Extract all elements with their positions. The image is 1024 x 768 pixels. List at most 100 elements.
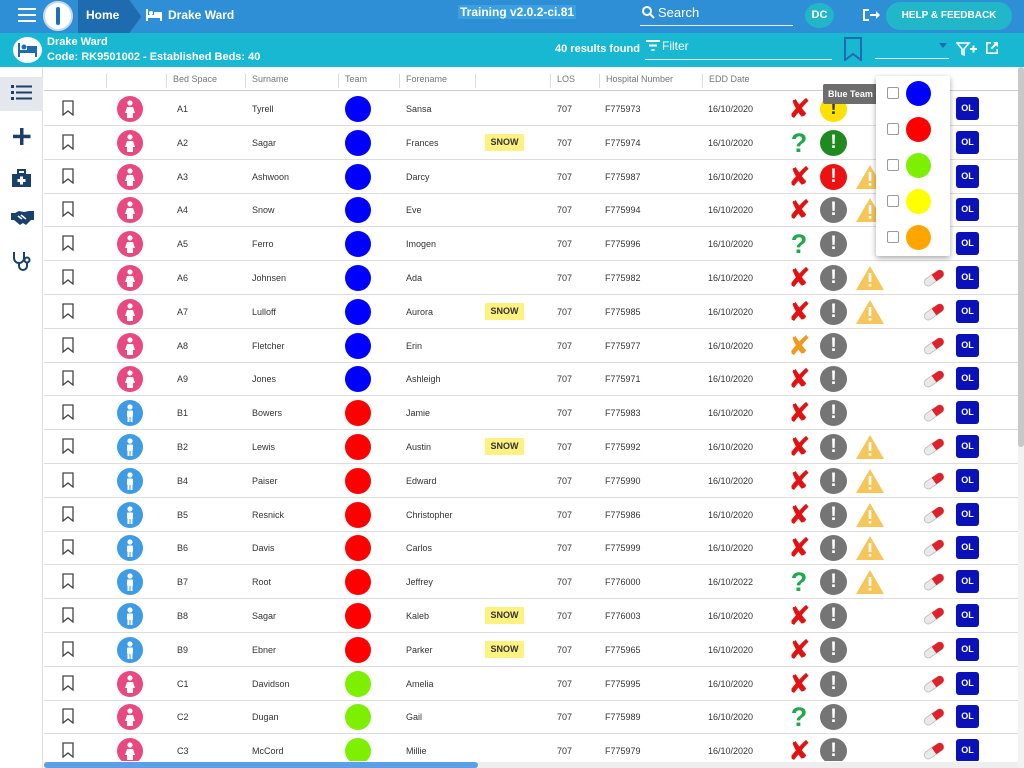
ol-button[interactable]: OL: [956, 435, 979, 458]
ol-button[interactable]: OL: [956, 536, 979, 560]
ol-button[interactable]: OL: [956, 502, 979, 526]
team-color-dot[interactable]: [345, 569, 371, 596]
not-ready-icon[interactable]: ✘: [788, 296, 811, 327]
team-color-dot[interactable]: [345, 603, 371, 629]
team-checkbox[interactable]: [887, 195, 899, 207]
ol-button[interactable]: OL: [956, 299, 979, 323]
medication-icon[interactable]: [922, 674, 946, 694]
user-avatar[interactable]: DC: [805, 3, 834, 28]
team-option[interactable]: [876, 112, 950, 148]
team-checkbox[interactable]: [887, 123, 899, 135]
table-row[interactable]: A2 Sagar Frances SNOW 707 F775974 16/10/2020?!…: [44, 126, 1018, 160]
hamburger-icon[interactable]: [18, 8, 36, 22]
warning-icon[interactable]: [855, 535, 885, 561]
ol-button[interactable]: OL: [956, 671, 979, 695]
medication-icon[interactable]: [922, 538, 946, 558]
bookmark-icon[interactable]: [62, 641, 74, 658]
not-ready-icon[interactable]: ✘: [788, 263, 811, 293]
alert-icon[interactable]: !: [820, 163, 847, 190]
breadcrumb-ward[interactable]: Drake Ward: [140, 0, 254, 33]
nav-handover[interactable]: [0, 203, 43, 237]
team-option[interactable]: [876, 148, 950, 184]
medication-icon[interactable]: [922, 336, 946, 356]
not-ready-icon[interactable]: ✘: [788, 533, 811, 564]
team-color-dot[interactable]: [345, 501, 371, 528]
not-ready-icon[interactable]: ✘: [788, 195, 811, 226]
ol-button[interactable]: OL: [956, 97, 979, 120]
bookmark-icon[interactable]: [62, 201, 74, 218]
bookmark-icon[interactable]: [62, 742, 74, 759]
ol-button[interactable]: OL: [956, 164, 979, 188]
medication-icon[interactable]: [922, 606, 946, 626]
ol-button[interactable]: OL: [956, 739, 979, 761]
table-row[interactable]: A9 Jones Ashleigh 707 F775971 16/10/2020 ✘! OL: [44, 362, 1018, 397]
table-row[interactable]: C1 Davidson Amelia 707 F775995 16/10/2020 ✘! OL: [44, 667, 1018, 701]
not-ready-icon[interactable]: ✘: [788, 634, 811, 665]
table-row[interactable]: A6 Johnsen Ada 707 F775982 16/10/2020 ✘! OL: [44, 261, 1018, 295]
table-row[interactable]: B6 Davis Carlos 707 F775999 16/10/2020 ✘! OL: [44, 531, 1018, 566]
breadcrumb-home[interactable]: Home: [78, 0, 141, 33]
team-select[interactable]: [875, 39, 949, 59]
horizontal-scroll-thumb[interactable]: [44, 762, 478, 768]
team-color-dot[interactable]: [345, 467, 371, 494]
not-ready-icon[interactable]: ✘: [788, 601, 811, 631]
ol-button[interactable]: OL: [956, 637, 979, 661]
pending-icon[interactable]: ✘: [788, 330, 811, 361]
nav-list[interactable]: [0, 77, 43, 111]
open-in-new-icon[interactable]: [985, 41, 999, 55]
alert-icon[interactable]: !: [820, 298, 847, 325]
ol-button[interactable]: OL: [956, 570, 979, 594]
bookmark-icon[interactable]: [62, 370, 74, 387]
team-color-dot[interactable]: [345, 265, 371, 291]
team-color-dot[interactable]: [345, 670, 371, 697]
not-ready-icon[interactable]: ✘: [788, 432, 811, 462]
warning-icon[interactable]: [855, 265, 885, 291]
table-row[interactable]: A5 Ferro Imogen 707 F775996 16/10/2020?! OL: [44, 227, 1018, 262]
team-option[interactable]: [876, 184, 950, 220]
alert-icon[interactable]: !: [820, 738, 847, 761]
logout-icon[interactable]: [862, 8, 880, 22]
alert-icon[interactable]: !: [820, 265, 847, 291]
unknown-status-icon[interactable]: ?: [790, 567, 808, 598]
table-row[interactable]: C3 McCord Millie 707 F775979 16/10/2020 ✘! OL: [44, 734, 1018, 761]
add-filter-icon[interactable]: [956, 41, 978, 57]
alert-icon[interactable]: !: [820, 366, 847, 393]
horizontal-scrollbar[interactable]: [44, 762, 1018, 768]
bookmark-icon[interactable]: [62, 472, 74, 489]
bookmark-icon[interactable]: [62, 607, 74, 624]
ol-button[interactable]: OL: [956, 705, 979, 729]
medication-icon[interactable]: [922, 707, 946, 727]
bookmark-icon[interactable]: [62, 235, 74, 252]
table-row[interactable]: B9 Ebner Parker SNOW 707 F775965 16/10/2020 ✘! O…: [44, 633, 1018, 667]
table-row[interactable]: A4 Snow Eve 707 F775994 16/10/2020 ✘! OL: [44, 193, 1018, 228]
header-edd-date[interactable]: EDD Date: [702, 74, 750, 88]
header-bed-space[interactable]: Bed Space: [166, 74, 217, 88]
ol-button[interactable]: OL: [956, 367, 979, 391]
alert-icon[interactable]: !: [820, 400, 847, 427]
team-color-dot[interactable]: [345, 129, 371, 156]
header-los[interactable]: LOS: [550, 74, 575, 88]
bookmark-icon[interactable]: [62, 303, 74, 320]
nav-medical[interactable]: [0, 162, 43, 196]
ol-button[interactable]: OL: [956, 401, 979, 425]
bookmark-icon[interactable]: [62, 674, 74, 691]
bookmark-icon[interactable]: [62, 539, 74, 556]
not-ready-icon[interactable]: ✘: [788, 668, 811, 699]
ol-button[interactable]: OL: [956, 232, 979, 256]
unknown-status-icon[interactable]: ?: [790, 127, 808, 158]
alert-icon[interactable]: !: [820, 332, 847, 359]
team-color-dot[interactable]: [345, 197, 371, 224]
bookmark-icon[interactable]: [62, 505, 74, 522]
medication-icon[interactable]: [922, 437, 946, 457]
warning-icon[interactable]: [855, 299, 885, 325]
not-ready-icon[interactable]: ✘: [788, 736, 811, 761]
alert-icon[interactable]: !: [820, 670, 847, 697]
table-row[interactable]: A3 Ashwoon Darcy 707 F775987 16/10/2020 ✘! OL: [44, 160, 1018, 194]
team-color-dot[interactable]: [345, 231, 371, 258]
table-row[interactable]: B8 Sagar Kaleb SNOW 707 F776003 16/10/2020 ✘! OL: [44, 599, 1018, 633]
team-color-dot[interactable]: [345, 366, 371, 393]
header-surname[interactable]: Surname: [245, 74, 289, 88]
table-row[interactable]: B1 Bowers Jamie 707 F775983 16/10/2020 ✘! OL: [44, 396, 1018, 431]
vertical-scrollbar[interactable]: [1018, 67, 1024, 768]
alert-icon[interactable]: !: [820, 231, 847, 258]
